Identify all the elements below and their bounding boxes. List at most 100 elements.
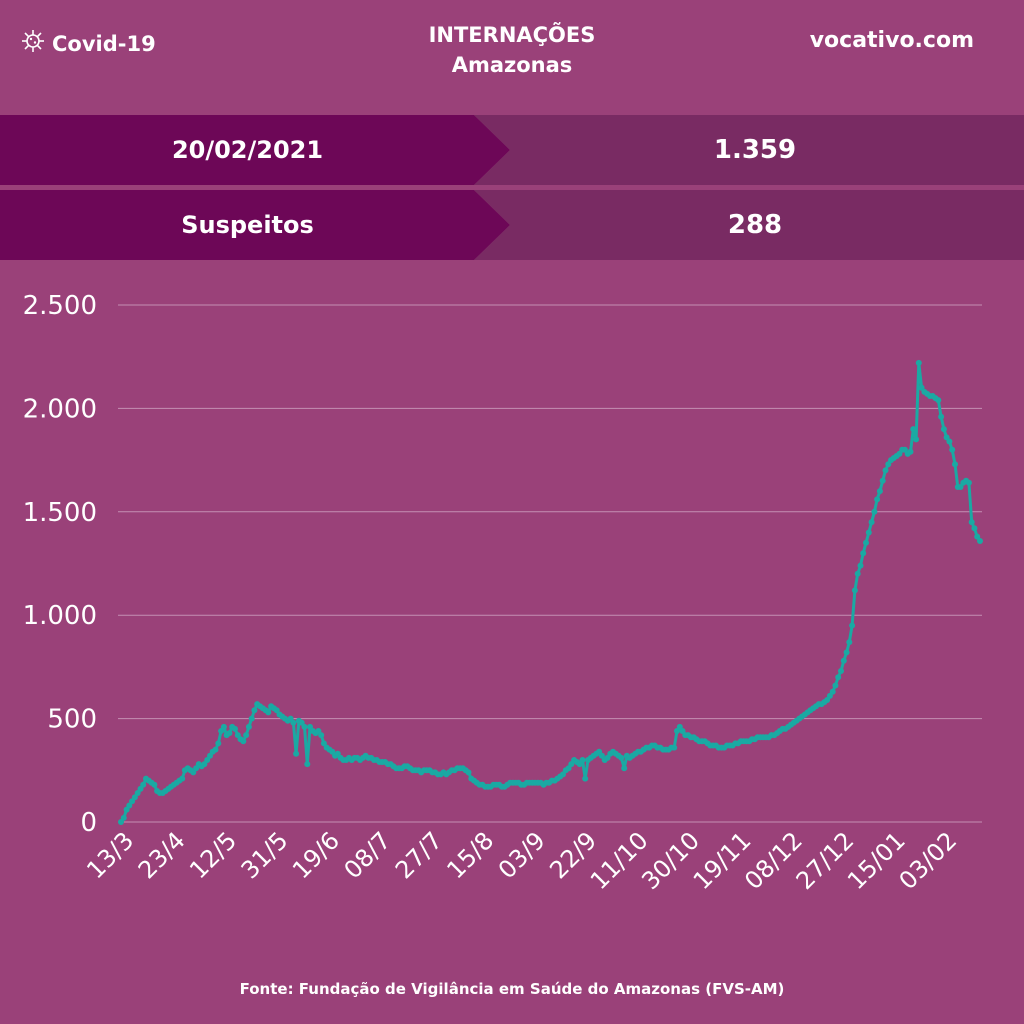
data-point: [913, 436, 920, 443]
x-tick-label: 08/7: [339, 826, 397, 884]
source-note: Fonte: Fundação de Vigilância em Saúde d…: [239, 980, 785, 998]
data-point: [582, 775, 589, 782]
line-chart: 05001.0001.5002.0002.50013/323/412/531/5…: [23, 291, 983, 895]
data-point: [871, 508, 878, 515]
y-tick-label: 0: [80, 808, 97, 838]
data-point: [465, 769, 472, 776]
summary-date: 20/02/2021: [171, 136, 324, 164]
data-point: [863, 539, 869, 546]
data-point: [301, 723, 308, 730]
data-point: [854, 570, 861, 577]
data-point: [851, 587, 858, 594]
x-tick-label: 08/12: [739, 826, 808, 895]
x-tick-label: 27/7: [390, 826, 448, 884]
data-point: [860, 550, 867, 557]
summary-suspects-value: 288: [727, 210, 783, 240]
data-point: [843, 649, 850, 656]
chart-title: INTERNAÇÕES Amazonas: [0, 20, 1024, 80]
data-point: [120, 814, 127, 821]
series-line: [119, 361, 982, 823]
data-point: [671, 744, 678, 751]
summary-row-suspects: Suspeitos 288: [0, 190, 1024, 260]
data-point: [857, 562, 864, 569]
summary-label-band: [0, 190, 510, 260]
y-tick-label: 2.500: [23, 291, 97, 321]
x-tick-label: 03/9: [493, 826, 551, 884]
data-point: [151, 781, 158, 788]
data-point: [968, 519, 975, 526]
data-point: [946, 438, 953, 445]
data-point: [243, 732, 250, 739]
data-point: [835, 674, 842, 681]
title-line-1: INTERNAÇÕES: [428, 23, 596, 47]
data-point: [829, 688, 836, 695]
y-tick-label: 500: [47, 705, 97, 735]
title-line-2: Amazonas: [451, 53, 573, 77]
x-tick-label: 12/5: [184, 826, 242, 884]
data-point: [876, 488, 883, 495]
x-tick-label: 15/01: [842, 826, 911, 895]
data-point: [265, 709, 272, 716]
brand-label: Covid-19: [52, 31, 156, 56]
data-point: [248, 715, 255, 722]
data-point: [868, 519, 875, 526]
data-point: [849, 622, 856, 629]
data-point: [952, 461, 958, 468]
data-point: [882, 467, 889, 474]
x-tick-label: 23/4: [133, 826, 191, 884]
data-point: [910, 426, 917, 433]
x-tick-label: 11/10: [585, 826, 654, 895]
data-point: [621, 765, 628, 772]
site-name: vocativo.com: [809, 28, 974, 53]
data-point: [140, 781, 147, 788]
summary-suspects-label: Suspeitos: [181, 211, 314, 239]
x-tick-label: 31/5: [236, 826, 294, 884]
brand: Covid-19: [20, 28, 156, 59]
data-point: [251, 707, 258, 714]
x-tick-label: 30/10: [636, 826, 705, 895]
data-point: [293, 750, 300, 757]
data-point: [304, 761, 311, 768]
x-tick-label: 19/11: [688, 826, 757, 895]
data-point: [915, 359, 922, 366]
data-point: [879, 477, 886, 484]
data-point: [907, 448, 914, 455]
x-tick-label: 15/8: [441, 826, 499, 884]
data-point: [974, 533, 981, 540]
data-point: [846, 639, 853, 646]
y-tick-label: 1.500: [23, 498, 97, 528]
virus-icon: [20, 28, 46, 59]
x-tick-label: 27/12: [791, 826, 860, 895]
data-point: [865, 529, 872, 536]
data-point: [215, 740, 222, 747]
summary-total: 1.359: [713, 135, 797, 165]
data-point: [290, 719, 297, 726]
data-point: [965, 479, 972, 486]
data-point: [226, 730, 233, 737]
data-point: [977, 538, 983, 544]
data-point: [212, 746, 219, 753]
summary-row-date: 20/02/2021 1.359: [0, 115, 1024, 185]
data-point: [618, 754, 625, 761]
data-point: [971, 525, 978, 532]
data-point: [220, 723, 227, 730]
data-point: [874, 496, 881, 503]
data-point: [940, 426, 947, 433]
summary-value-band: [474, 190, 1024, 260]
data-point: [935, 397, 942, 404]
data-point: [240, 738, 247, 745]
data-point: [232, 725, 238, 732]
x-tick-label: 19/6: [287, 826, 345, 884]
data-point: [179, 775, 186, 782]
data-point: [938, 413, 945, 420]
data-point: [832, 682, 839, 689]
summary-label-band: [0, 115, 510, 185]
data-point: [579, 757, 586, 763]
data-point: [840, 657, 847, 664]
x-tick-label: 03/02: [894, 826, 963, 895]
y-tick-label: 2.000: [23, 394, 97, 424]
y-tick-label: 1.000: [23, 601, 97, 631]
data-point: [245, 723, 252, 730]
data-point: [949, 446, 956, 453]
summary-value-band: [474, 115, 1024, 185]
